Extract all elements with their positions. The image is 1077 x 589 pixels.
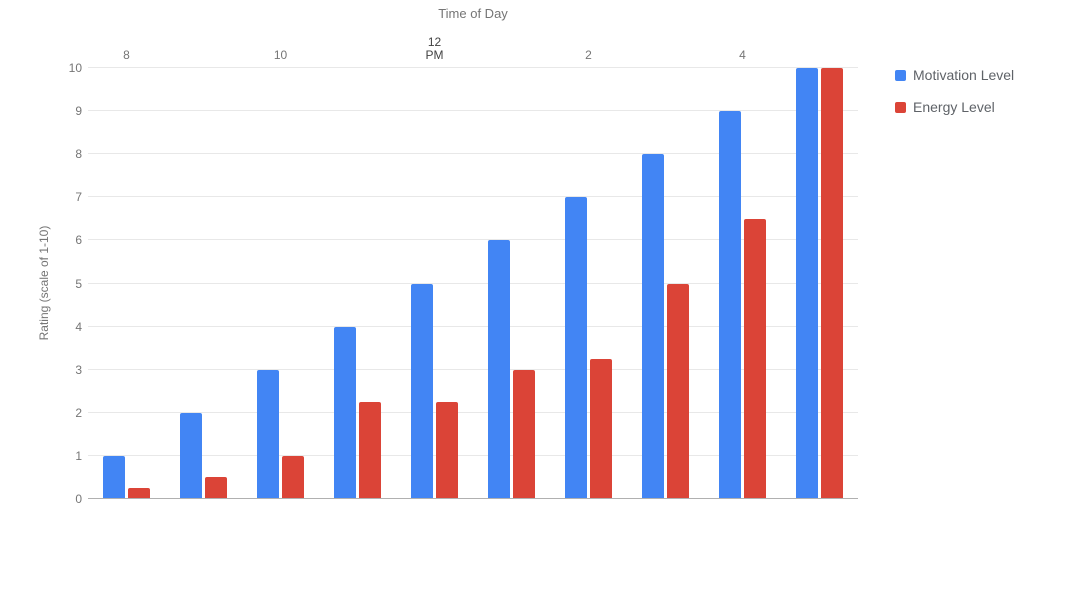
gridline-y1 (88, 454, 858, 456)
y-tick-label-9: 9 (75, 104, 82, 119)
bar-motivation-level-group8[interactable] (642, 154, 664, 499)
legend: Motivation Level Energy Level (895, 67, 1014, 131)
x-tick-label-10: 10 (274, 49, 287, 62)
x-tick-line: PM (425, 48, 444, 62)
gridline-y7 (88, 196, 858, 198)
gridline-y4 (88, 325, 858, 327)
bar-motivation-level-group5[interactable] (411, 283, 433, 499)
bar-energy-level-group3[interactable] (282, 455, 304, 499)
bar-energy-level-group1[interactable] (128, 488, 150, 499)
bar-energy-level-group2[interactable] (205, 477, 227, 499)
gridline-y6 (88, 239, 858, 241)
x-tick-line: 2 (585, 48, 592, 62)
x-tick-label-12-pm: 12 PM (426, 36, 444, 62)
bar-group-3 (242, 68, 319, 499)
legend-label: Motivation Level (913, 67, 1015, 83)
bar-motivation-level-group9[interactable] (719, 111, 741, 499)
y-tick-label-3: 3 (75, 362, 82, 377)
bar-group-9 (704, 68, 781, 499)
bar-group-10 (781, 68, 858, 499)
y-axis-title: Rating (scale of 1-10) (37, 225, 51, 341)
y-tick-label-6: 6 (75, 233, 82, 248)
gridline-y9 (88, 110, 858, 112)
legend-item-energy-level[interactable]: Energy Level (895, 99, 1014, 115)
bar-motivation-level-group3[interactable] (257, 369, 279, 499)
bar-motivation-level-group4[interactable] (334, 326, 356, 499)
bar-energy-level-group9[interactable] (744, 218, 766, 499)
bar-motivation-level-group7[interactable] (565, 197, 587, 499)
y-tick-label-0: 0 (75, 492, 82, 506)
legend-swatch-icon (895, 69, 906, 81)
y-tick-label-2: 2 (75, 405, 82, 420)
bar-group-6 (473, 68, 550, 499)
bar-group-2 (165, 68, 242, 499)
x-tick-label-4: 4 (739, 49, 746, 62)
y-tick-label-1: 1 (75, 448, 82, 463)
bar-energy-level-group8[interactable] (667, 283, 689, 499)
x-tick-line: 10 (273, 48, 288, 62)
x-tick-line: 4 (739, 48, 746, 62)
y-tick-label-8: 8 (75, 147, 82, 162)
legend-item-motivation-level[interactable]: Motivation Level (895, 67, 1014, 83)
bar-energy-level-group6[interactable] (513, 369, 535, 499)
bar-motivation-level-group6[interactable] (488, 240, 510, 499)
x-tick-label-8: 8 (123, 49, 130, 62)
bar-group-7 (550, 68, 627, 499)
x-axis-baseline (88, 498, 858, 499)
y-tick-label-4: 4 (75, 319, 82, 334)
legend-label: Energy Level (913, 99, 995, 115)
x-tick-line: 12 (427, 35, 442, 49)
y-tick-label-5: 5 (75, 276, 82, 291)
bar-group-5 (396, 68, 473, 499)
bar-motivation-level-group1[interactable] (103, 455, 125, 499)
gridline-y8 (88, 153, 858, 155)
x-axis-title: Time of Day (438, 6, 508, 21)
bar-energy-level-group5[interactable] (436, 402, 458, 499)
x-tick-line: 8 (123, 48, 130, 62)
bar-energy-level-group4[interactable] (359, 402, 381, 499)
legend-swatch-icon (895, 101, 906, 113)
plot-area: 0 1 2 3 4 5 6 7 8 9 10 8 10 12 PM 2 4 (69, 36, 858, 506)
y-tick-label-10: 10 (68, 61, 82, 75)
bar-group-1 (88, 68, 165, 499)
bar-motivation-level-group10[interactable] (796, 68, 818, 499)
bar-energy-level-group7[interactable] (590, 358, 612, 499)
bar-group-8 (627, 68, 704, 499)
y-tick-label-7: 7 (75, 190, 82, 205)
bar-energy-level-group10[interactable] (821, 68, 843, 499)
gridline-y2 (88, 411, 858, 413)
x-tick-label-2: 2 (585, 49, 592, 62)
gridline-y5 (88, 282, 858, 284)
bar-motivation-level-group2[interactable] (180, 412, 202, 499)
bar-group-4 (319, 68, 396, 499)
gridline-y3 (88, 368, 858, 370)
gridline-y10 (88, 67, 858, 68)
